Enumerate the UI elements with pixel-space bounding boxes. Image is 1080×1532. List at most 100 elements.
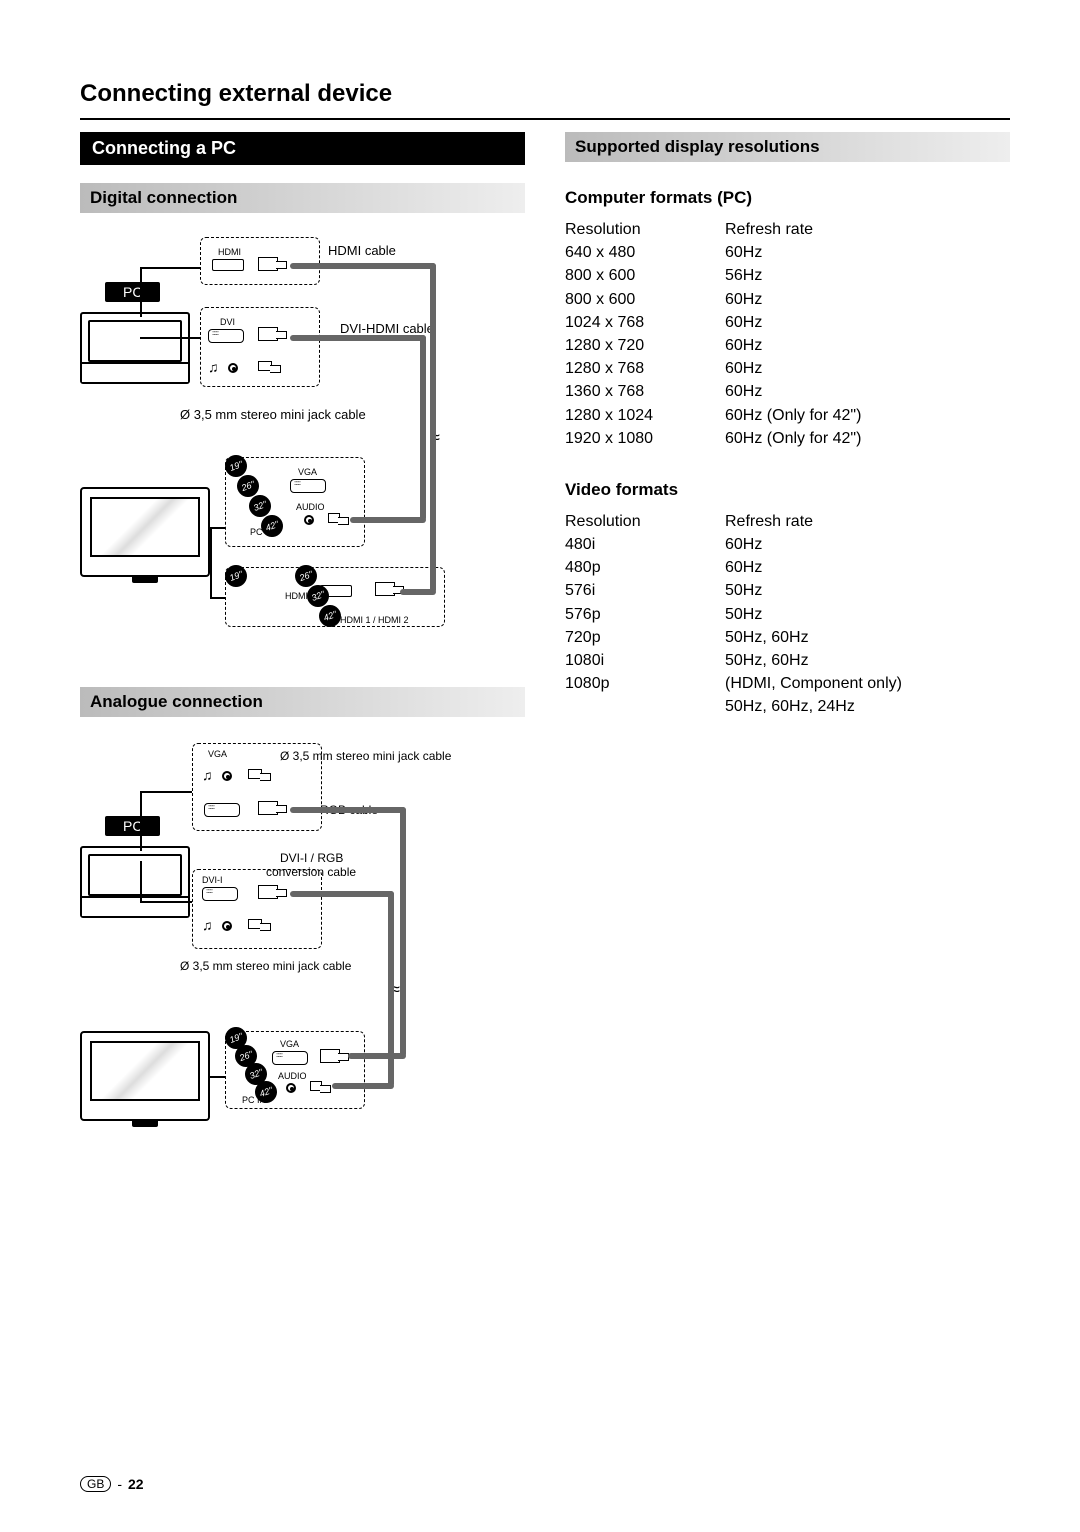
laptop-icon bbox=[80, 846, 190, 918]
wire bbox=[140, 901, 192, 903]
wire bbox=[210, 1076, 225, 1078]
wire bbox=[290, 335, 426, 341]
table-cell bbox=[565, 695, 725, 718]
wire bbox=[348, 1053, 406, 1059]
audio-port-label: AUDIO bbox=[296, 502, 325, 512]
audio-plug-icon bbox=[248, 919, 262, 929]
tv-icon bbox=[80, 1031, 210, 1121]
table-cell: 60Hz (Only for 42") bbox=[725, 404, 1010, 427]
wire bbox=[210, 527, 225, 529]
wire bbox=[210, 527, 212, 597]
dvi-port-label: DVI bbox=[220, 317, 235, 327]
dvi-port-box bbox=[200, 307, 320, 387]
table-cell: 50Hz, 60Hz, 24Hz bbox=[725, 695, 1010, 718]
dvii-plug-icon bbox=[258, 885, 278, 899]
wire bbox=[350, 517, 426, 523]
wire bbox=[430, 263, 436, 593]
tv-hdmi-plug-icon bbox=[375, 582, 395, 596]
digital-diagram: PC HDMI HDMI cable DVI DVI-HDMI cable ♫ … bbox=[80, 227, 525, 667]
wire bbox=[140, 267, 142, 317]
table-cell: 1360 x 768 bbox=[565, 380, 725, 403]
tv-audio-port-label: AUDIO bbox=[278, 1071, 307, 1081]
audio-jack-icon bbox=[222, 921, 232, 931]
table-cell: 50Hz, 60Hz bbox=[725, 626, 1010, 649]
table-cell: 60Hz bbox=[725, 311, 1010, 334]
table-cell: 60Hz bbox=[725, 288, 1010, 311]
footer-dash: - bbox=[117, 1476, 122, 1492]
wire bbox=[140, 337, 200, 339]
page-footer: GB - 22 bbox=[80, 1476, 144, 1492]
table-cell: 1080i bbox=[565, 649, 725, 672]
video-formats-table: Resolution Refresh rate 480i60Hz 480p60H… bbox=[565, 510, 1010, 719]
table-cell: 1280 x 1024 bbox=[565, 404, 725, 427]
audio-cable-label-3: Ø 3,5 mm stereo mini jack cable bbox=[180, 959, 351, 973]
headphone-icon: ♫ bbox=[202, 917, 213, 933]
dvi-hdmi-cable-label: DVI-HDMI cable bbox=[340, 321, 434, 336]
wire bbox=[290, 263, 436, 269]
wire bbox=[420, 335, 426, 521]
pc-formats-table: Resolution Refresh rate 640 x 48060Hz 80… bbox=[565, 218, 1010, 450]
table-cell: 1280 x 720 bbox=[565, 334, 725, 357]
tv-vga-port-label: VGA bbox=[280, 1039, 299, 1049]
table-cell: 720p bbox=[565, 626, 725, 649]
vga-plug-icon bbox=[258, 801, 278, 815]
pc-formats-heading: Computer formats (PC) bbox=[565, 188, 1010, 208]
tv-vga-connector-icon bbox=[272, 1051, 308, 1065]
tv-audio-jack-icon bbox=[304, 515, 314, 525]
table-cell: (HDMI, Component only) bbox=[725, 672, 1010, 695]
table-cell: 480p bbox=[565, 556, 725, 579]
headphone-icon: ♫ bbox=[208, 359, 219, 375]
wire bbox=[290, 807, 406, 813]
table-cell: 1280 x 768 bbox=[565, 357, 725, 380]
conv-cable-label-l2: conversion cable bbox=[266, 865, 356, 879]
hdmi-connector-icon bbox=[212, 259, 244, 271]
table-cell: 800 x 600 bbox=[565, 264, 725, 287]
table-col-header: Refresh rate bbox=[725, 510, 1010, 533]
dvi-connector-icon bbox=[208, 329, 244, 343]
tv-vga-plug-icon bbox=[320, 1049, 340, 1063]
pc-badge: PC bbox=[105, 282, 160, 302]
table-cell: 60Hz (Only for 42") bbox=[725, 427, 1010, 450]
video-formats-heading: Video formats bbox=[565, 480, 1010, 500]
wire bbox=[388, 891, 394, 1087]
table-cell: 640 x 480 bbox=[565, 241, 725, 264]
audio-cable-label-1: Ø 3,5 mm stereo mini jack cable bbox=[180, 407, 366, 422]
wire bbox=[210, 597, 225, 599]
wire bbox=[400, 589, 436, 595]
table-col-header: Resolution bbox=[565, 218, 725, 241]
region-badge: GB bbox=[80, 1476, 111, 1492]
table-col-header: Resolution bbox=[565, 510, 725, 533]
laptop-icon bbox=[80, 312, 190, 384]
table-cell: 60Hz bbox=[725, 380, 1010, 403]
table-cell: 50Hz bbox=[725, 603, 1010, 626]
content-columns: Connecting a PC Digital connection PC HD… bbox=[80, 132, 1010, 1161]
wire bbox=[140, 791, 142, 851]
table-cell: 576i bbox=[565, 579, 725, 602]
table-cell: 800 x 600 bbox=[565, 288, 725, 311]
wire bbox=[140, 861, 142, 901]
hdmi-port-label: HDMI bbox=[218, 247, 241, 257]
wire bbox=[140, 267, 200, 269]
tv-audio-plug-icon bbox=[328, 513, 340, 523]
table-cell: 60Hz bbox=[725, 241, 1010, 264]
right-column: Supported display resolutions Computer f… bbox=[565, 132, 1010, 1161]
audio-plug-icon bbox=[258, 361, 272, 371]
connecting-pc-header: Connecting a PC bbox=[80, 132, 525, 165]
pc-vga-connector-icon bbox=[204, 803, 240, 817]
analogue-diagram: PC VGA ♫ Ø 3,5 mm stereo mini jack cable… bbox=[80, 731, 525, 1141]
tv-audio-plug-icon bbox=[310, 1081, 322, 1091]
pc-badge: PC bbox=[105, 816, 160, 836]
audio-jack-icon bbox=[228, 363, 238, 373]
vga-port-label: VGA bbox=[298, 467, 317, 477]
tv-vga-connector-icon bbox=[290, 479, 326, 493]
digital-connection-header: Digital connection bbox=[80, 183, 525, 213]
page-number: 22 bbox=[128, 1476, 144, 1492]
table-cell: 60Hz bbox=[725, 334, 1010, 357]
table-col-header: Refresh rate bbox=[725, 218, 1010, 241]
headphone-icon: ♫ bbox=[202, 767, 213, 783]
left-column: Connecting a PC Digital connection PC HD… bbox=[80, 132, 525, 1161]
table-cell: 1024 x 768 bbox=[565, 311, 725, 334]
table-cell: 60Hz bbox=[725, 357, 1010, 380]
tv-audio-jack-icon bbox=[286, 1083, 296, 1093]
wire bbox=[140, 791, 192, 793]
